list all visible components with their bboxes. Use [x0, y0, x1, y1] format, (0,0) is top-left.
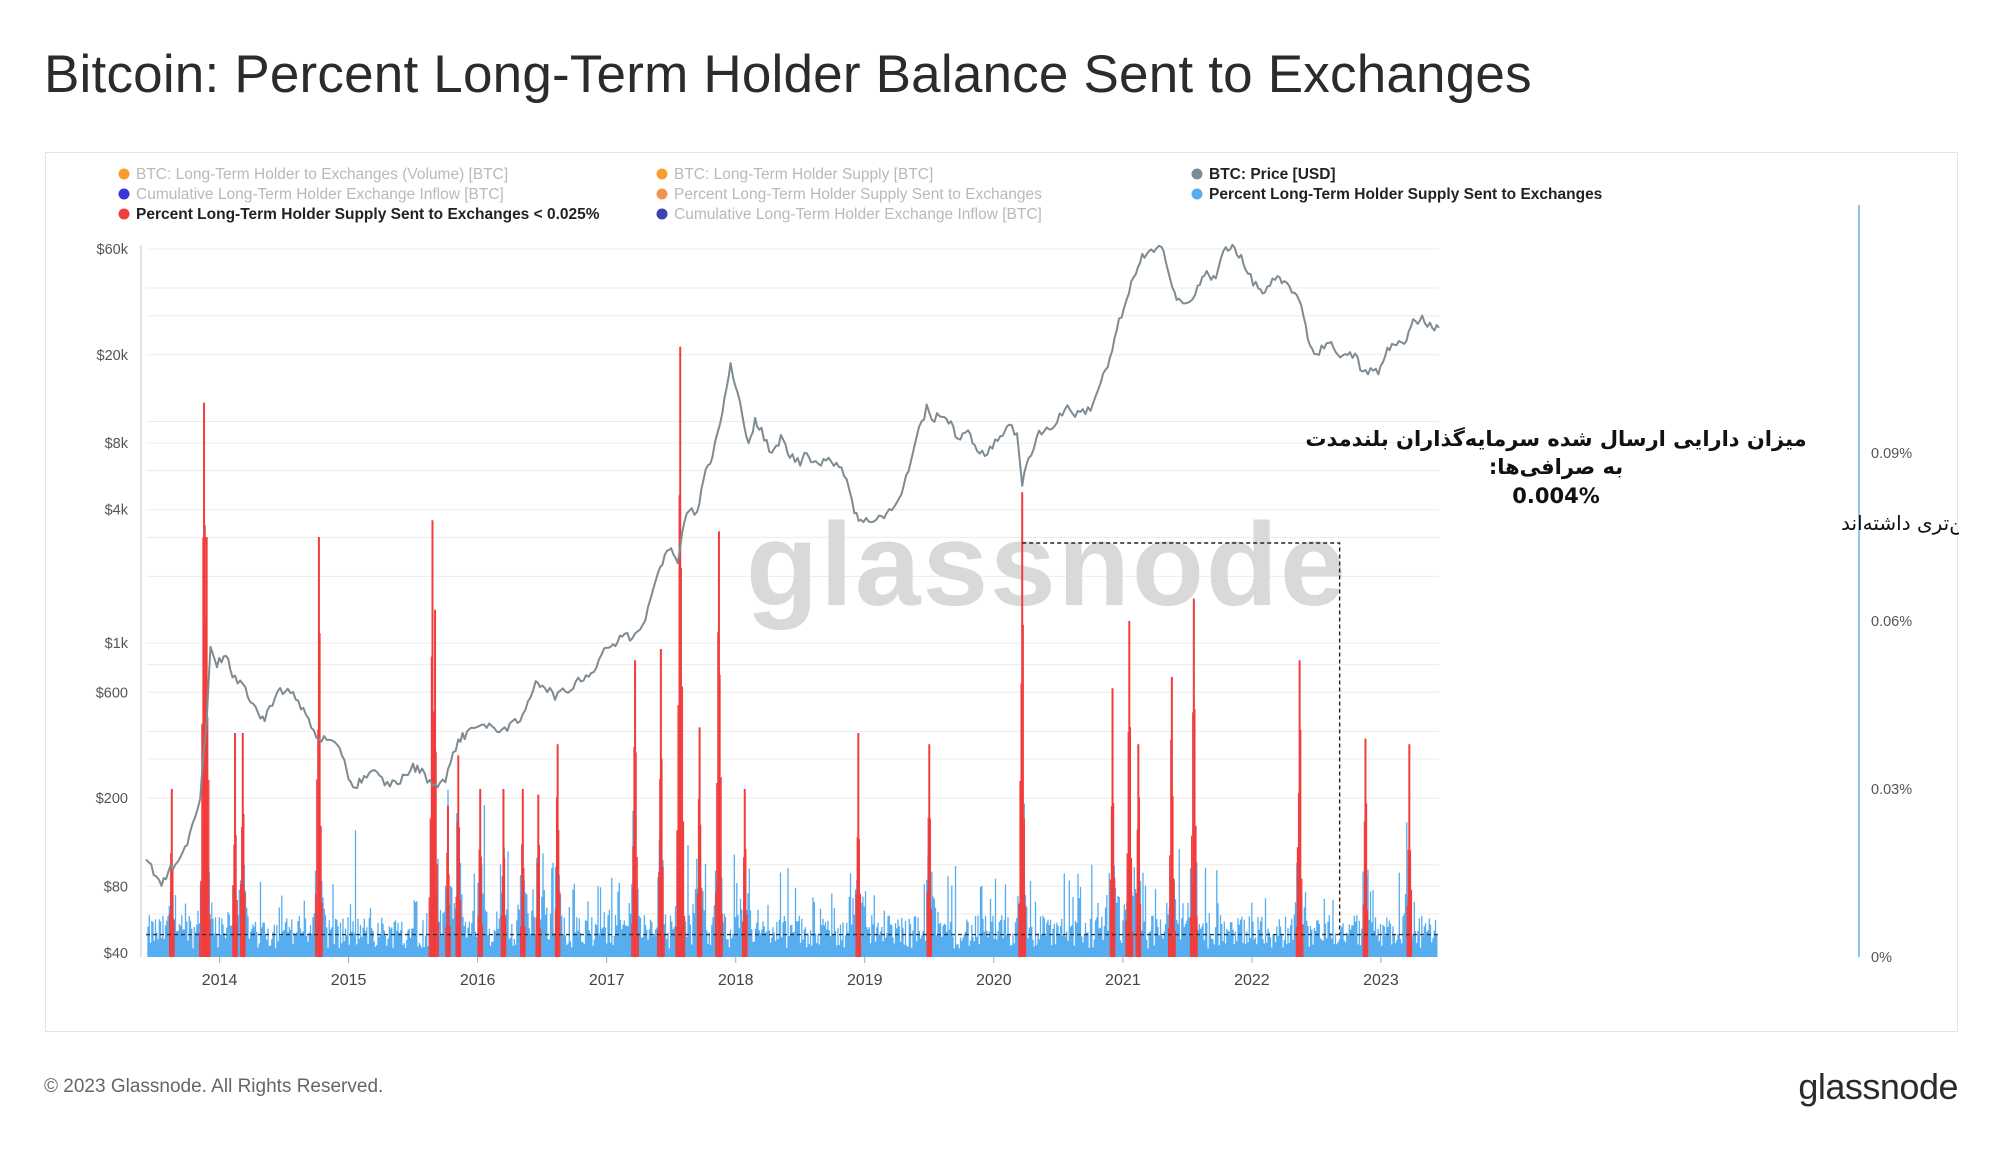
- annotation-subtitle: به صرافی‌ها:: [1489, 455, 1623, 479]
- highlight-spike: [1189, 598, 1198, 957]
- highlight-spike: [477, 789, 484, 957]
- highlight-spike: [675, 346, 686, 957]
- annotation-bracket: [1022, 542, 1341, 935]
- page-title: Bitcoin: Percent Long-Term Holder Balanc…: [44, 45, 1532, 104]
- legend-label: Percent Long-Term Holder Supply Sent to …: [136, 206, 600, 223]
- highlight-spike: [445, 805, 451, 957]
- highlight-spikes: [169, 346, 1413, 957]
- x-axis-tick: 2014: [202, 972, 238, 989]
- highlight-spike: [500, 789, 507, 957]
- chart-panel: glassnode $40 $80 $200 $600 $1k $4k $8k $20k $60…: [45, 152, 1959, 1032]
- right-axis-tick: 0.06%: [1871, 614, 1912, 630]
- x-axis-tick: 2019: [847, 972, 883, 989]
- highlight-spike: [1362, 738, 1369, 957]
- highlight-spike: [1295, 660, 1304, 957]
- annotation-note: 34 درصد از روزهای معاملاتی جریان ورودی پ…: [1841, 511, 1959, 536]
- legend-item[interactable]: Percent Long-Term Holder Supply Sent to …: [1191, 186, 1603, 203]
- highlight-spike: [1018, 492, 1027, 957]
- left-axis-tick: $600: [96, 685, 128, 701]
- legend-item[interactable]: BTC: Long-Term Holder Supply [BTC]: [656, 166, 934, 183]
- legend-marker-icon: [1191, 188, 1203, 200]
- highlight-spike: [1406, 744, 1413, 957]
- glassnode-logo[interactable]: glassnode: [1798, 1066, 1958, 1107]
- annotation-title: میزان دارایی ارسال شده سرمایه‌گذاران بلن…: [1305, 426, 1806, 451]
- legend-label: BTC: Price [USD]: [1209, 166, 1336, 183]
- x-axis-tick: 2022: [1234, 972, 1270, 989]
- legend-label: BTC: Long-Term Holder Supply [BTC]: [674, 166, 933, 183]
- highlight-spike: [554, 744, 561, 957]
- highlight-spike: [926, 744, 933, 957]
- legend-marker-icon: [656, 168, 668, 180]
- highlight-spike: [315, 537, 323, 957]
- legend-label: Cumulative Long-Term Holder Exchange Inf…: [136, 186, 504, 203]
- highlight-spike: [535, 794, 542, 957]
- grid-lines: [146, 248, 1439, 954]
- legend-label: BTC: Long-Term Holder to Exchanges (Volu…: [136, 166, 508, 183]
- left-axis-tick: $40: [104, 946, 128, 962]
- legend-marker-icon: [118, 188, 130, 200]
- highlight-spike: [1135, 744, 1142, 957]
- left-axis-tick: $200: [96, 791, 128, 807]
- x-axis-tick: 2023: [1363, 972, 1399, 989]
- percent-bars: [147, 774, 1438, 957]
- left-axis-tick: $60k: [97, 242, 129, 258]
- highlight-spike: [202, 537, 211, 957]
- highlight-spike: [1167, 677, 1176, 957]
- percent-bar-series: [147, 774, 1438, 957]
- legend-marker-icon: [1191, 168, 1203, 180]
- highlight-spike: [696, 727, 703, 957]
- left-axis-tick: $4k: [105, 503, 129, 519]
- chart-canvas: glassnode $40 $80 $200 $600 $1k $4k $8k $20k $60…: [96, 166, 1959, 989]
- highlight-spike: [232, 733, 238, 957]
- legend-label: Cumulative Long-Term Holder Exchange Inf…: [674, 206, 1042, 223]
- legend-item[interactable]: Percent Long-Term Holder Supply Sent to …: [656, 186, 1043, 203]
- watermark: glassnode: [746, 499, 1348, 631]
- left-axis-tick: $1k: [105, 636, 129, 652]
- btc-price-line: [145, 243, 1440, 887]
- highlight-spike: [1125, 621, 1134, 957]
- x-axis-tick: 2020: [976, 972, 1012, 989]
- legend-item[interactable]: Percent Long-Term Holder Supply Sent to …: [118, 206, 600, 223]
- right-axis-tick: 0.03%: [1871, 782, 1912, 798]
- legend-marker-icon: [118, 168, 130, 180]
- x-axis-tick: 2016: [460, 972, 496, 989]
- x-axis-tick: 2021: [1105, 972, 1141, 989]
- right-axis-tick: 0%: [1871, 950, 1892, 966]
- legend-label: Percent Long-Term Holder Supply Sent to …: [674, 186, 1042, 203]
- legend-marker-icon: [118, 208, 130, 220]
- legend-label: Percent Long-Term Holder Supply Sent to …: [1209, 186, 1602, 203]
- legend-marker-icon: [656, 208, 668, 220]
- price-line: [145, 243, 1440, 887]
- axes: $40 $80 $200 $600 $1k $4k $8k $20k $60k 0% 0.03% 0.…: [96, 205, 1912, 989]
- legend-marker-icon: [656, 188, 668, 200]
- highlight-spike: [855, 733, 862, 957]
- watermark-text: glassnode: [746, 499, 1348, 631]
- legend[interactable]: BTC: Long-Term Holder to Exchanges (Volu…: [118, 166, 1603, 223]
- highlight-spike: [631, 660, 639, 957]
- x-axis-tick: 2018: [718, 972, 754, 989]
- highlight-spike: [239, 733, 246, 957]
- highlight-spike: [455, 755, 462, 957]
- highlight-spike: [169, 789, 175, 957]
- x-axis-tick: 2015: [331, 972, 367, 989]
- annotation-note-text: درصد از روزهای معاملاتی جریان ورودی پایی…: [1841, 511, 1959, 536]
- annotation-value: 0.004%: [1512, 484, 1599, 508]
- highlight-spike: [741, 789, 748, 957]
- x-axis-tick: 2017: [589, 972, 625, 989]
- highlight-spike: [520, 789, 526, 957]
- annotation: میزان دارایی ارسال شده سرمایه‌گذاران بلن…: [1022, 426, 1959, 935]
- highlight-spike: [1109, 688, 1116, 957]
- legend-item[interactable]: BTC: Long-Term Holder to Exchanges (Volu…: [118, 166, 509, 183]
- left-axis-tick: $80: [104, 879, 128, 895]
- highlight-spike: [656, 649, 665, 957]
- copyright-text: © 2023 Glassnode. All Rights Reserved.: [44, 1076, 384, 1097]
- left-axis-tick: $20k: [97, 348, 129, 364]
- legend-item[interactable]: BTC: Price [USD]: [1191, 166, 1336, 183]
- left-axis-tick: $8k: [105, 436, 129, 452]
- right-axis-tick: 0.09%: [1871, 446, 1912, 462]
- legend-item[interactable]: Cumulative Long-Term Holder Exchange Inf…: [656, 206, 1042, 223]
- highlight-spike: [715, 531, 723, 957]
- legend-item[interactable]: Cumulative Long-Term Holder Exchange Inf…: [118, 186, 504, 203]
